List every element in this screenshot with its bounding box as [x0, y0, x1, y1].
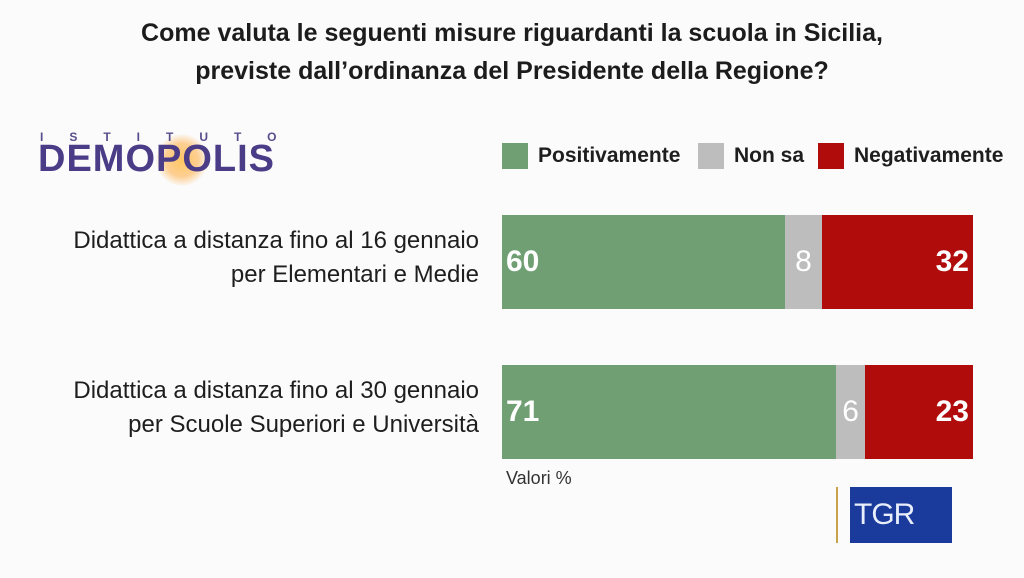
bar-segment-positive-row-1: 60 [502, 215, 785, 309]
data-label-negative-row-1: 32 [935, 245, 969, 278]
legend-swatch-positive [502, 143, 528, 169]
tgr-divider [836, 487, 838, 543]
data-label-positive-row-1: 60 [506, 245, 540, 278]
logo-glow [156, 134, 208, 186]
chart-title: Come valuta le seguenti misure riguardan… [0, 14, 1024, 90]
bar-segment-positive-row-2: 71 [502, 365, 837, 459]
bar-segment-negative-row-2: 23 [864, 365, 973, 459]
title-line-2: previste dall’ordinanza del Presidente d… [195, 57, 829, 85]
category-label-1-line-2: per Elementari e Medie [230, 261, 479, 288]
bar-row-2: 71 6 23 [502, 365, 973, 459]
category-label-2-line-2: per Scuole Superiori e Università [128, 411, 479, 438]
title-line-1: Come valuta le seguenti misure riguardan… [141, 19, 883, 47]
tgr-badge: TGR [850, 487, 952, 543]
bar-segment-negative-row-1: 32 [822, 215, 973, 309]
legend-label-unknown: Non sa [734, 144, 805, 167]
category-label-1-line-1: Didattica a distanza fino al 16 gennaio [73, 227, 479, 254]
category-label-2-line-1: Didattica a distanza fino al 30 gennaio [73, 377, 479, 404]
category-label-2: Didattica a distanza fino al 30 gennaio … [73, 374, 479, 442]
legend-swatch-negative [818, 143, 844, 169]
legend-label-negative: Negativamente [854, 144, 1004, 167]
data-label-negative-row-2: 23 [935, 395, 969, 428]
tgr-text: TGR [854, 498, 915, 531]
bar-row-1: 60 8 32 [502, 215, 973, 309]
legend-swatch-unknown [698, 143, 724, 169]
values-note: Valori % [506, 468, 572, 488]
bar-segment-unknown-row-1: 8 [784, 215, 823, 309]
demopolis-logo: ISTITUTO DEMOPOLIS [38, 130, 348, 186]
data-label-positive-row-2: 71 [506, 395, 540, 428]
data-label-unknown-row-2: 6 [842, 395, 859, 428]
logo-subtitle: ISTITUTO [40, 130, 303, 144]
bar-segment-unknown-row-2: 6 [836, 365, 865, 459]
logo-wordmark: DEMOPOLIS [38, 138, 276, 180]
tgr-logo: TGR [836, 487, 952, 543]
legend-label-positive: Positivamente [538, 144, 681, 167]
category-label-1: Didattica a distanza fino al 16 gennaio … [73, 224, 479, 292]
data-label-unknown-row-1: 8 [795, 245, 812, 278]
